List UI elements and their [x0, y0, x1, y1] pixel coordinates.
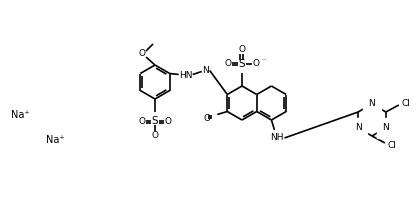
Text: O: O: [151, 130, 158, 140]
Text: ⁻: ⁻: [261, 56, 265, 66]
Text: O: O: [164, 116, 171, 126]
Text: NH: NH: [270, 134, 283, 142]
Text: O: O: [204, 114, 211, 123]
Text: Na⁺: Na⁺: [46, 135, 64, 145]
Text: Cl: Cl: [387, 140, 397, 150]
Text: Cl: Cl: [402, 98, 410, 108]
Text: HN: HN: [179, 71, 193, 80]
Text: N: N: [369, 99, 375, 108]
Text: Na⁺: Na⁺: [11, 110, 29, 120]
Text: S: S: [152, 116, 158, 126]
Text: O: O: [253, 60, 259, 68]
Text: N: N: [382, 123, 389, 132]
Text: O: O: [239, 46, 246, 54]
Text: N: N: [369, 99, 375, 108]
Text: N: N: [355, 123, 362, 132]
Text: O: O: [224, 60, 231, 68]
Text: S: S: [239, 59, 245, 69]
Text: O: O: [138, 116, 146, 126]
Text: N: N: [382, 123, 389, 132]
Text: N: N: [202, 66, 209, 75]
Text: N: N: [355, 123, 362, 132]
Text: O: O: [138, 49, 146, 58]
